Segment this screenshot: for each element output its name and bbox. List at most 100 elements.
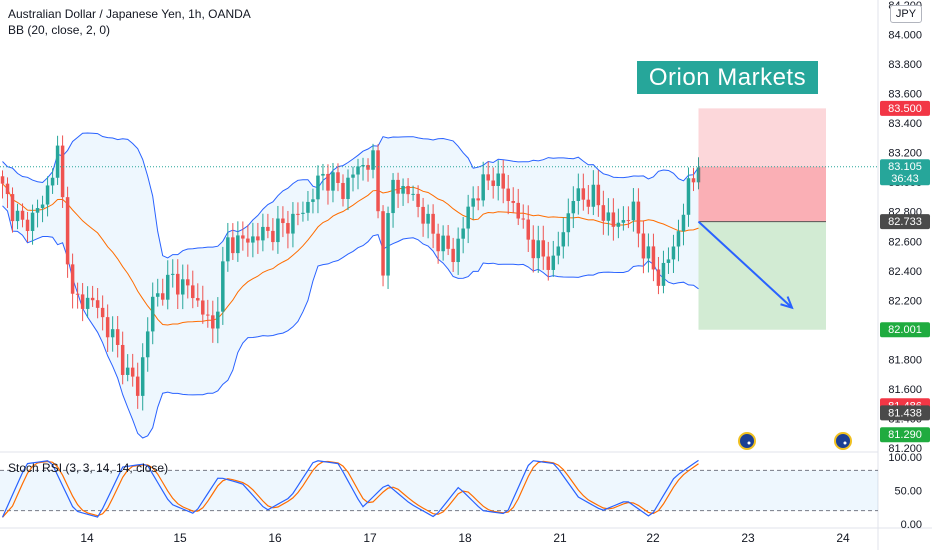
candle-body: [266, 226, 270, 231]
flag-star: [843, 441, 847, 445]
candle-body: [606, 212, 611, 221]
candle-body: [446, 235, 450, 249]
candle-body: [130, 367, 135, 377]
candle-body: [271, 230, 275, 243]
candle-body: [636, 201, 641, 234]
candle-body: [626, 220, 631, 222]
candle-body: [421, 206, 425, 224]
candle-body: [286, 223, 290, 234]
candle-body: [656, 269, 661, 286]
candle-body: [496, 173, 500, 186]
price-tick-label: 83.200: [888, 148, 922, 160]
candle-body: [196, 298, 200, 301]
price-badge-label: 82.001: [888, 324, 922, 336]
currency-button[interactable]: JPY: [890, 5, 922, 23]
price-badge-label: 83.105: [888, 161, 922, 173]
candle-body: [376, 150, 380, 212]
candle-body: [105, 317, 110, 338]
candle-body: [336, 172, 340, 183]
candle-body: [546, 256, 551, 270]
candle-body: [696, 167, 701, 183]
candle-body: [100, 307, 105, 318]
candle-body: [40, 204, 45, 209]
candle-body: [381, 211, 385, 276]
australia-flag-icon: [738, 432, 756, 450]
candle-body: [20, 210, 25, 220]
candle-body: [236, 235, 240, 254]
price-badge: [880, 214, 930, 230]
candle-body: [601, 205, 606, 221]
candle-body: [10, 194, 15, 222]
candle-body: [160, 293, 165, 300]
candle-body: [556, 246, 561, 256]
candle-body: [216, 311, 220, 329]
candle-body: [576, 188, 581, 201]
candle-body: [391, 179, 395, 214]
candle-body: [15, 210, 20, 222]
time-tick-label: 14: [80, 531, 94, 545]
candle-body: [125, 367, 130, 375]
candle-body: [25, 219, 30, 231]
candle-body: [0, 176, 5, 184]
candle-body: [231, 237, 235, 254]
candle-body: [531, 239, 536, 259]
time-tick-label: 16: [268, 531, 282, 545]
candle-body: [361, 165, 365, 167]
symbol-title: Australian Dollar / Japanese Yen, 1h, OA…: [8, 7, 251, 21]
candle-body: [241, 235, 245, 239]
candle-body: [351, 174, 355, 178]
candle-body: [316, 175, 320, 200]
candle-body: [261, 226, 265, 241]
candle-body: [155, 293, 160, 297]
candle-body: [596, 184, 601, 206]
candle-body: [581, 188, 586, 200]
candle-body: [221, 261, 225, 312]
stoch-band-fill: [0, 470, 878, 511]
price-badge: [880, 427, 930, 443]
time-tick-label: 18: [458, 531, 472, 545]
candle-body: [170, 273, 175, 275]
price-tick-label: 83.400: [888, 118, 922, 130]
candle-body: [206, 314, 210, 316]
brand-watermark: Orion Markets: [637, 61, 818, 94]
bollinger-upper-line: [2, 132, 699, 259]
candle-body: [416, 193, 420, 207]
candle-body: [140, 357, 145, 396]
candle-body: [346, 177, 350, 199]
bollinger-lower-line: [2, 205, 699, 439]
stoch-rsi-legend: Stoch RSI (3, 3, 14, 14, close): [8, 461, 169, 475]
candle-body: [456, 238, 460, 263]
candle-body: [276, 218, 280, 243]
candle-body: [326, 173, 330, 191]
stoch-d-line: [2, 460, 699, 518]
candle-body: [501, 173, 505, 189]
time-tick-label: 24: [836, 531, 850, 545]
candle-body: [321, 173, 325, 176]
candle-body: [671, 246, 676, 260]
candle-body: [436, 233, 440, 252]
candle-body: [676, 231, 681, 247]
price-tick-label: 82.200: [888, 295, 922, 307]
candle-body: [631, 201, 636, 221]
candle-body: [256, 236, 260, 241]
candle-body: [511, 201, 515, 203]
candle-body: [661, 262, 666, 286]
candle-body: [536, 240, 541, 259]
candle-body: [481, 174, 485, 201]
candle-body: [145, 331, 150, 358]
bollinger-basis-line: [2, 183, 699, 326]
candle-body: [411, 193, 415, 195]
trend-arrow-line: [697, 220, 793, 309]
candle-body: [561, 232, 566, 247]
candle-body: [591, 184, 596, 207]
candle-body: [181, 279, 185, 295]
candle-body: [471, 198, 475, 207]
candle-body: [301, 212, 305, 214]
candle-body: [75, 293, 80, 295]
candle-body: [60, 145, 65, 198]
candle-body: [5, 183, 10, 195]
candle-body: [65, 197, 70, 265]
candle-body: [491, 180, 495, 186]
candle-body: [201, 300, 205, 315]
